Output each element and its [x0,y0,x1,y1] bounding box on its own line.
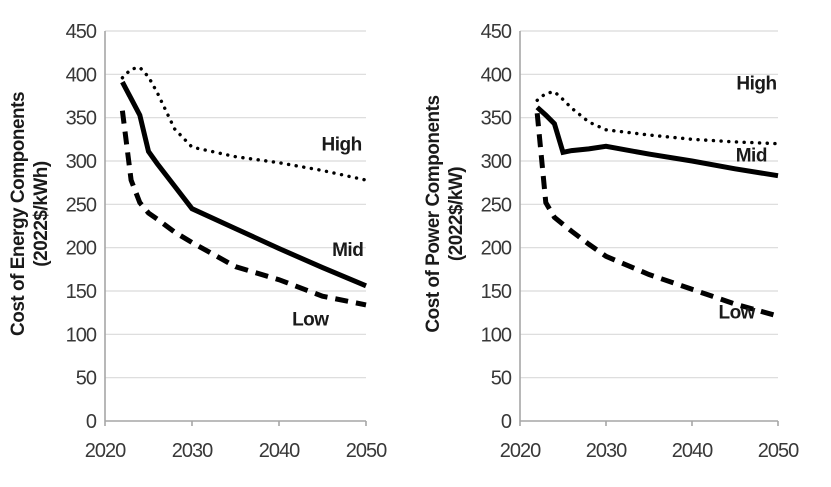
series-label-low: Low [292,309,329,330]
y-axis-title-line: (2022$/kWh) [31,161,52,267]
y-tick-label: 350 [481,108,512,130]
power-components-chart-svg: 0 50 100 150 200 250 300 350 400 450 2020 2030 2040 2… [423,21,800,462]
y-tick-label: 50 [491,368,512,390]
x-tick-label: 2030 [172,440,213,462]
y-tick-label: 0 [86,411,97,433]
x-tick-label: 2050 [758,440,799,462]
y-tick-label: 100 [481,324,512,346]
y-tick-label: 50 [76,368,97,390]
y-tick-label: 250 [481,194,512,216]
series-label-high: High [322,134,362,155]
series-line-mid [120,80,367,289]
chart-energy-components: 0 50 100 150 200 250 300 350 400 450 2020 2030 2040 2… [0,0,415,487]
series-label-mid: Mid [736,146,767,167]
y-tick-label: 250 [66,194,97,216]
x-tick-label: 2030 [586,440,627,462]
energy-components-chart-svg: 0 50 100 150 200 250 300 350 400 450 2020 2030 2040 2… [8,21,388,462]
y-tick-label: 200 [66,238,97,260]
series-line-high [120,65,368,182]
x-tick-label: 2050 [346,440,387,462]
y-tick-label: 100 [66,324,97,346]
y-tick-label: 300 [66,151,97,173]
series-line-high [535,89,780,146]
y-axis-title-line: (2022$/kW) [446,167,467,261]
series-line-mid [535,105,779,179]
x-tick-label: 2020 [500,440,541,462]
y-tick-label: 200 [481,238,512,260]
x-tick-label: 2040 [259,440,300,462]
y-axis-title-line: Cost of Power Components [423,95,444,332]
series-label-mid: Mid [332,240,363,261]
y-tick-label: 150 [481,281,512,303]
series-label-low: Low [718,302,755,323]
x-tick-label: 2020 [85,440,126,462]
y-tick-label: 400 [481,64,512,86]
y-tick-label: 400 [66,64,97,86]
series-line-low [534,113,779,319]
y-tick-label: 450 [481,21,512,43]
series-line-low [119,110,367,308]
y-tick-label: 350 [66,108,97,130]
x-tick-label: 2040 [672,440,713,462]
series-label-high: High [736,74,776,95]
chart-power-components: 0 50 100 150 200 250 300 350 400 450 2020 2030 2040 2… [415,0,831,487]
y-tick-label: 150 [66,281,97,303]
y-axis-title-line: Cost of Energy Components [8,92,29,336]
y-tick-label: 0 [501,411,512,433]
y-tick-label: 300 [481,151,512,173]
y-tick-label: 450 [66,21,97,43]
